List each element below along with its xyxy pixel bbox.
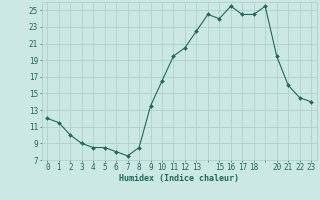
X-axis label: Humidex (Indice chaleur): Humidex (Indice chaleur) xyxy=(119,174,239,183)
